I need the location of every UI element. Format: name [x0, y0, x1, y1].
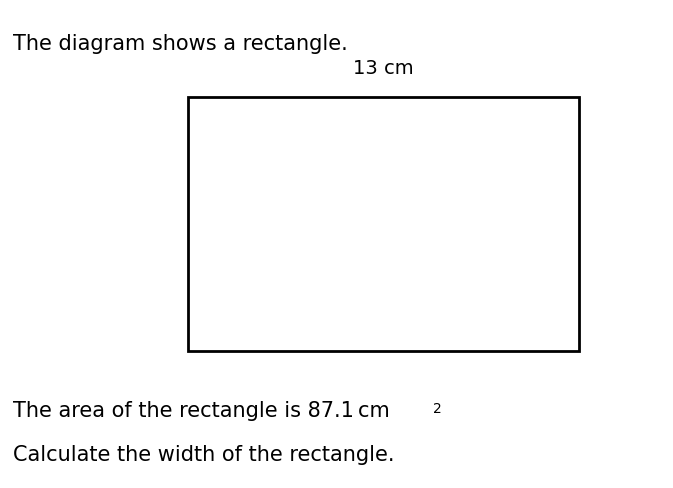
Bar — [188, 98, 579, 351]
Text: 13 cm: 13 cm — [353, 59, 414, 78]
Text: Calculate the width of the rectangle.: Calculate the width of the rectangle. — [13, 444, 395, 464]
Text: The diagram shows a rectangle.: The diagram shows a rectangle. — [13, 34, 348, 54]
Text: The area of the rectangle is 87.1 cm: The area of the rectangle is 87.1 cm — [13, 400, 390, 420]
Text: 2: 2 — [433, 402, 441, 415]
